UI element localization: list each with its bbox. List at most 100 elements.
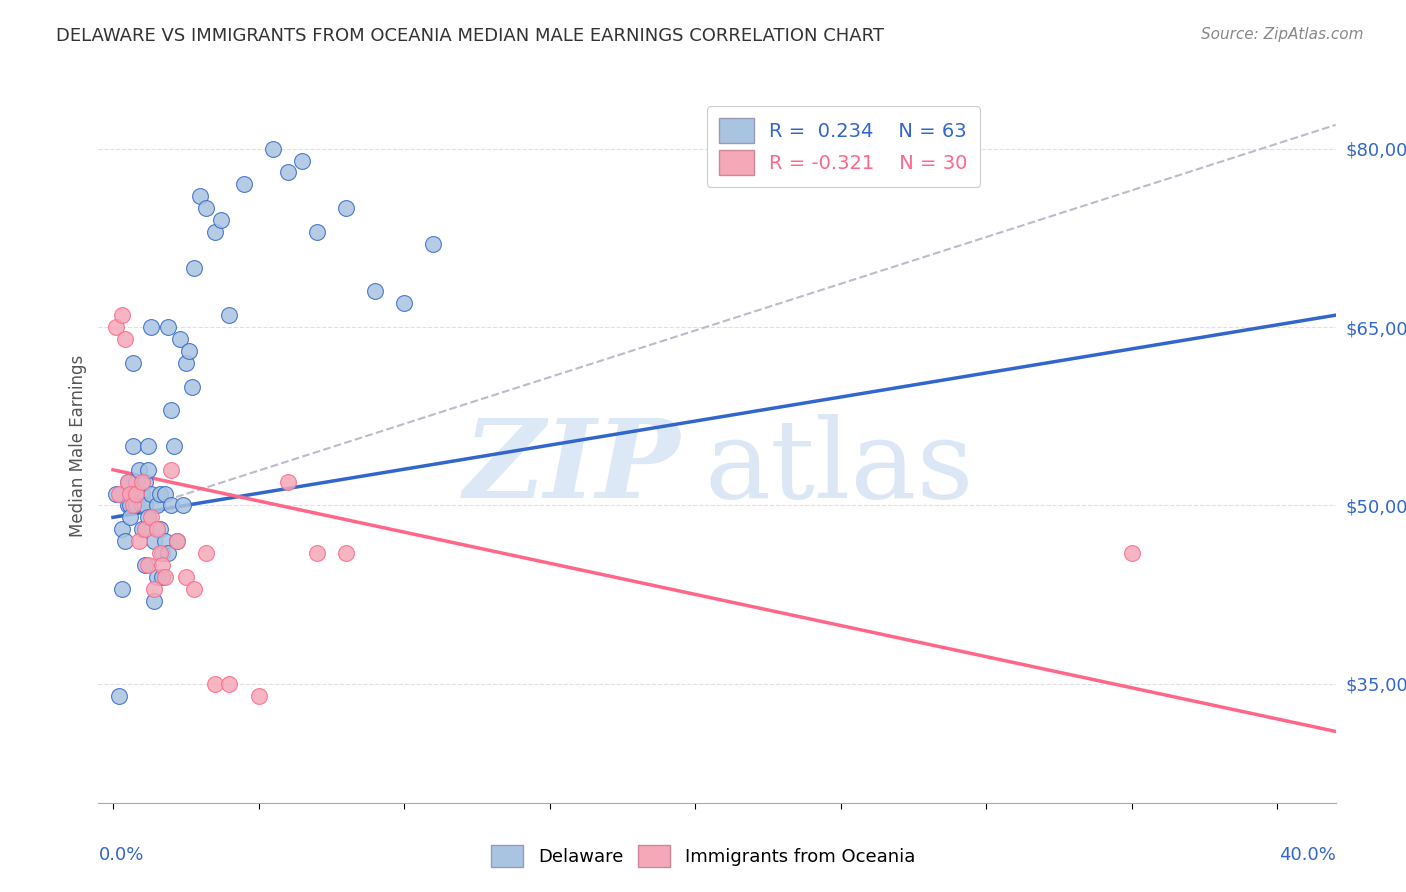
Point bbox=[160, 463, 183, 477]
Point bbox=[204, 225, 226, 239]
Point bbox=[145, 522, 167, 536]
Point bbox=[1121, 546, 1143, 560]
Point bbox=[128, 463, 150, 477]
Point bbox=[122, 486, 145, 500]
Point bbox=[111, 582, 134, 596]
Point bbox=[145, 499, 167, 513]
Point bbox=[152, 570, 174, 584]
Point bbox=[291, 153, 314, 168]
Point bbox=[122, 499, 145, 513]
Point bbox=[148, 546, 170, 560]
Point bbox=[131, 522, 153, 536]
Legend: Delaware, Immigrants from Oceania: Delaware, Immigrants from Oceania bbox=[484, 838, 922, 874]
Point bbox=[107, 689, 129, 703]
Point bbox=[277, 475, 299, 489]
Point bbox=[125, 499, 148, 513]
Point bbox=[122, 356, 145, 370]
Text: Source: ZipAtlas.com: Source: ZipAtlas.com bbox=[1201, 27, 1364, 42]
Point bbox=[142, 534, 165, 549]
Point bbox=[107, 486, 129, 500]
Point bbox=[195, 201, 218, 215]
Point bbox=[247, 689, 270, 703]
Point bbox=[136, 463, 159, 477]
Point bbox=[134, 522, 156, 536]
Point bbox=[183, 582, 205, 596]
Point bbox=[111, 308, 134, 322]
Point bbox=[305, 546, 328, 560]
Point bbox=[136, 558, 159, 572]
Point bbox=[305, 225, 328, 239]
Y-axis label: Median Male Earnings: Median Male Earnings bbox=[69, 355, 87, 537]
Point bbox=[134, 499, 156, 513]
Point bbox=[120, 499, 142, 513]
Point bbox=[125, 486, 148, 500]
Point bbox=[120, 510, 142, 524]
Point bbox=[155, 570, 177, 584]
Point bbox=[233, 178, 256, 192]
Point bbox=[114, 534, 136, 549]
Point bbox=[142, 593, 165, 607]
Text: 0.0%: 0.0% bbox=[98, 846, 143, 863]
Point bbox=[335, 546, 357, 560]
Point bbox=[335, 201, 357, 215]
Point bbox=[131, 499, 153, 513]
Point bbox=[117, 475, 139, 489]
Point bbox=[163, 439, 186, 453]
Point bbox=[262, 142, 284, 156]
Point bbox=[169, 332, 191, 346]
Point bbox=[125, 475, 148, 489]
Point bbox=[139, 486, 162, 500]
Point bbox=[364, 285, 387, 299]
Point bbox=[128, 534, 150, 549]
Point bbox=[120, 486, 142, 500]
Point bbox=[166, 534, 188, 549]
Point bbox=[136, 510, 159, 524]
Point bbox=[134, 475, 156, 489]
Point bbox=[177, 343, 200, 358]
Point bbox=[218, 308, 240, 322]
Point bbox=[157, 546, 180, 560]
Text: 40.0%: 40.0% bbox=[1279, 846, 1336, 863]
Point bbox=[131, 475, 153, 489]
Point bbox=[131, 486, 153, 500]
Point bbox=[204, 677, 226, 691]
Point bbox=[174, 356, 197, 370]
Point bbox=[142, 582, 165, 596]
Point bbox=[152, 546, 174, 560]
Point bbox=[218, 677, 240, 691]
Point bbox=[122, 439, 145, 453]
Point bbox=[180, 379, 202, 393]
Point bbox=[134, 558, 156, 572]
Point bbox=[117, 475, 139, 489]
Point bbox=[152, 558, 174, 572]
Point bbox=[183, 260, 205, 275]
Legend: R =  0.234    N = 63, R = -0.321    N = 30: R = 0.234 N = 63, R = -0.321 N = 30 bbox=[707, 106, 980, 187]
Point bbox=[155, 486, 177, 500]
Point bbox=[139, 510, 162, 524]
Point bbox=[148, 522, 170, 536]
Point bbox=[136, 439, 159, 453]
Point bbox=[157, 320, 180, 334]
Point bbox=[139, 320, 162, 334]
Point bbox=[155, 534, 177, 549]
Point bbox=[160, 403, 183, 417]
Point bbox=[188, 189, 211, 203]
Point bbox=[195, 546, 218, 560]
Point bbox=[145, 570, 167, 584]
Text: atlas: atlas bbox=[704, 414, 974, 521]
Point bbox=[117, 499, 139, 513]
Text: DELAWARE VS IMMIGRANTS FROM OCEANIA MEDIAN MALE EARNINGS CORRELATION CHART: DELAWARE VS IMMIGRANTS FROM OCEANIA MEDI… bbox=[56, 27, 884, 45]
Point bbox=[277, 165, 299, 179]
Point bbox=[128, 486, 150, 500]
Text: ZIP: ZIP bbox=[464, 414, 681, 521]
Point bbox=[172, 499, 194, 513]
Point bbox=[174, 570, 197, 584]
Point bbox=[111, 522, 134, 536]
Point bbox=[422, 236, 444, 251]
Point bbox=[148, 486, 170, 500]
Point bbox=[209, 213, 232, 227]
Point bbox=[160, 499, 183, 513]
Point bbox=[392, 296, 415, 310]
Point bbox=[166, 534, 188, 549]
Point bbox=[104, 486, 127, 500]
